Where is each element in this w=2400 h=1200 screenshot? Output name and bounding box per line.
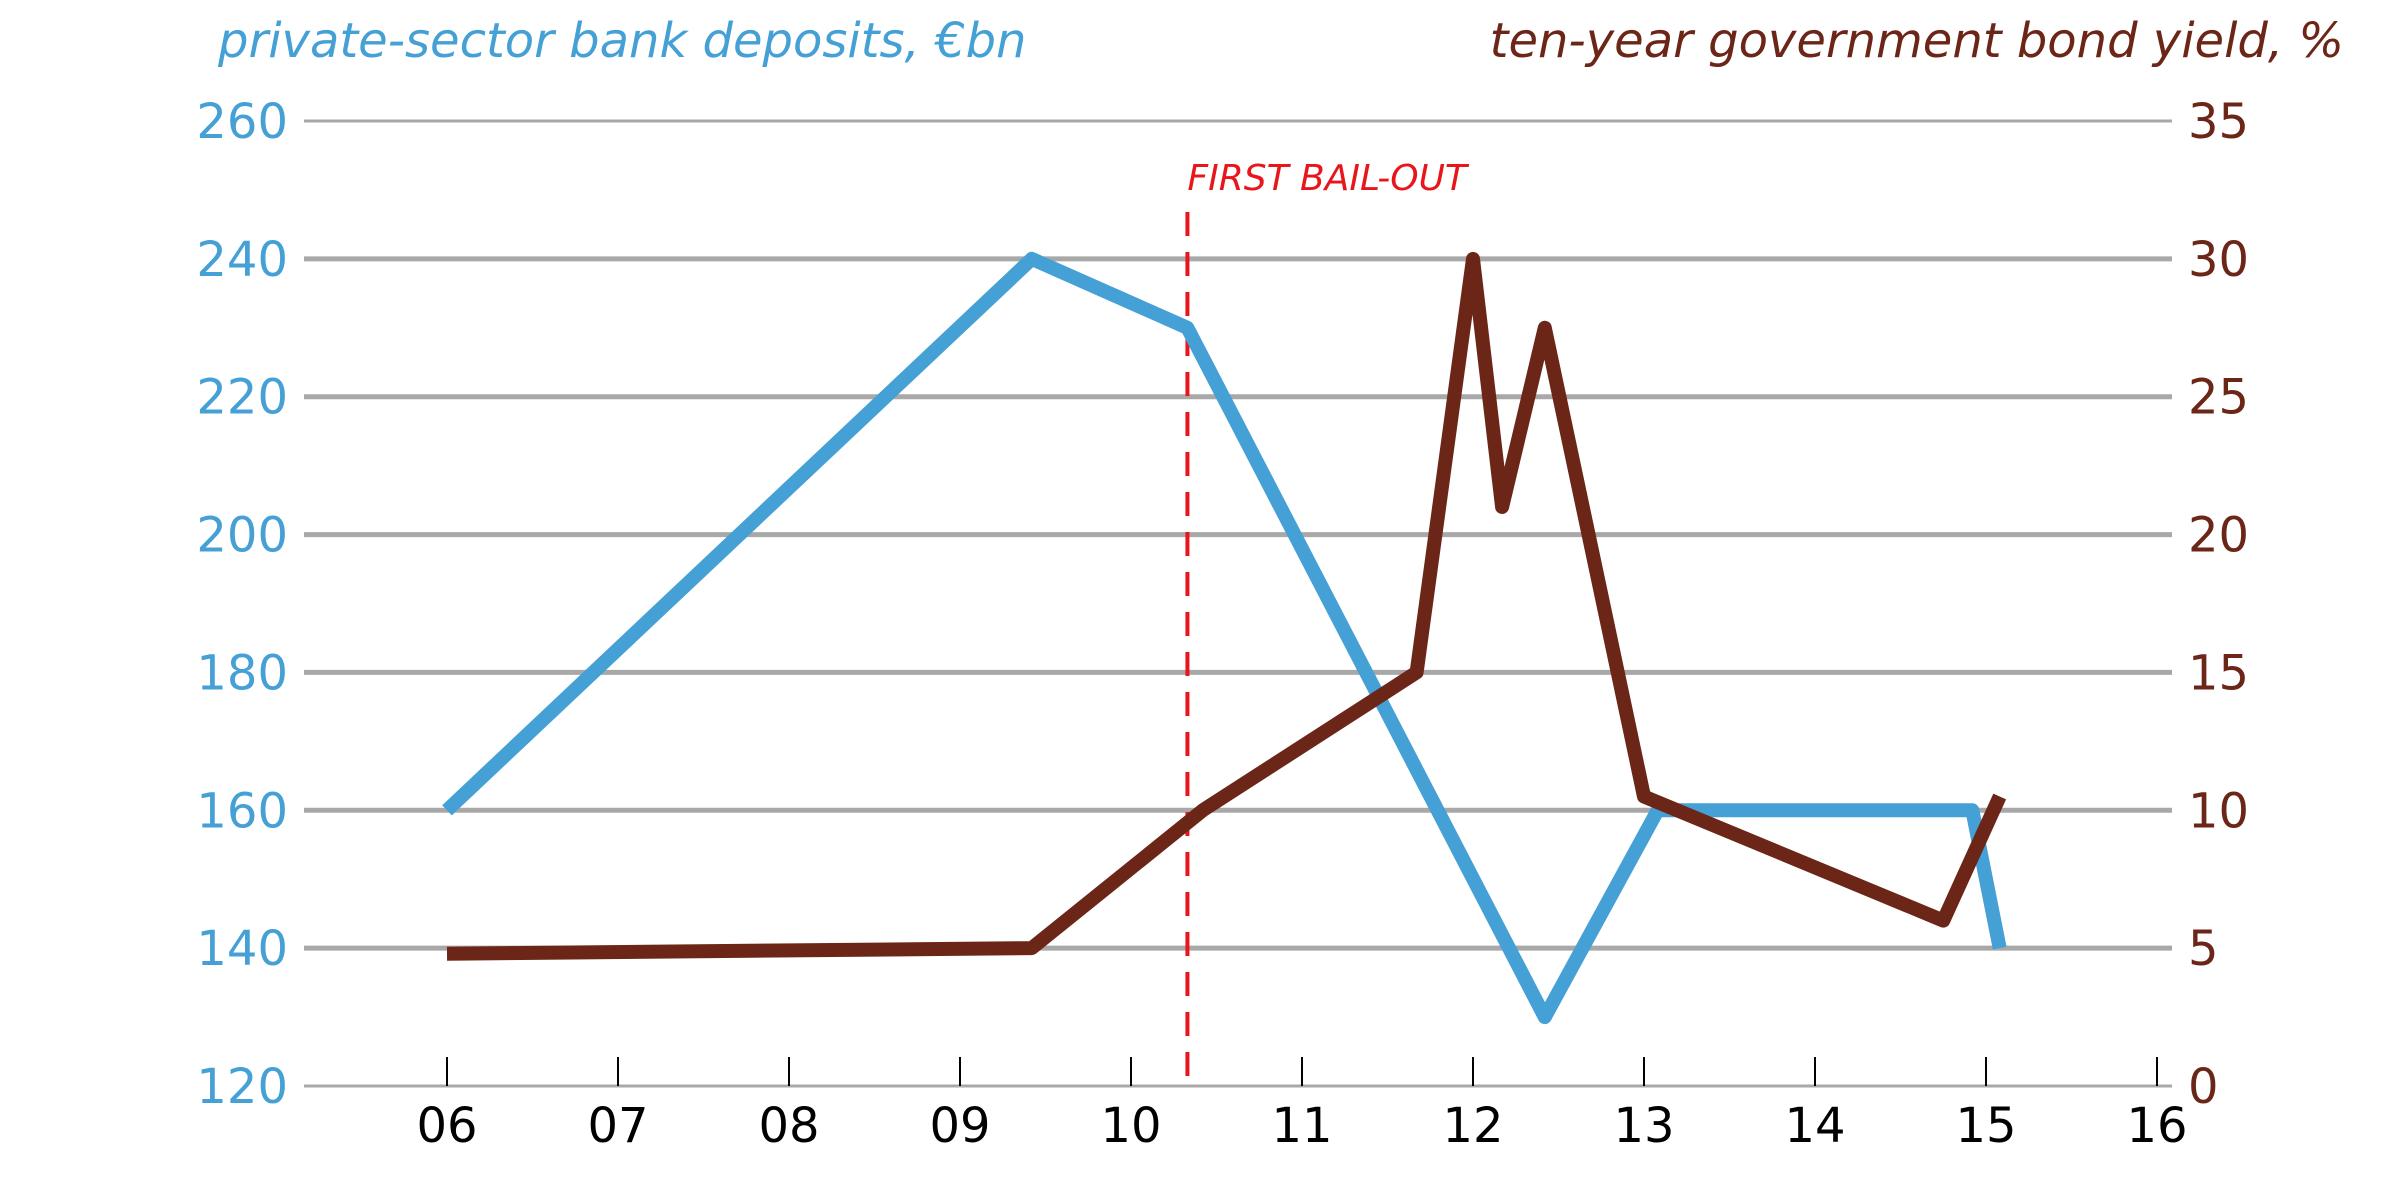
- x-tick-label: 16: [2126, 1098, 2187, 1154]
- left-tick-label: 240: [196, 232, 288, 288]
- x-axis: 06 07 08 09 10 11 12 13 14 15 16: [416, 1057, 2188, 1154]
- right-tick-label: 35: [2188, 94, 2249, 150]
- left-tick-label: 180: [196, 645, 288, 701]
- x-tick-label: 15: [1955, 1098, 2016, 1154]
- yield-line: [446, 251, 2007, 961]
- annotation-group: FIRST BAIL-OUT: [1185, 158, 1470, 1086]
- x-tick-label: 13: [1613, 1098, 1674, 1154]
- x-tick-label: 06: [416, 1098, 477, 1154]
- left-tick-label: 120: [196, 1059, 288, 1115]
- first-bailout-label: FIRST BAIL-OUT: [1187, 158, 1470, 199]
- left-axis-title: private-sector bank deposits, €bn: [217, 13, 1026, 69]
- x-tick-label: 09: [929, 1098, 990, 1154]
- left-tick-label: 140: [196, 921, 288, 977]
- x-tick-label: 11: [1271, 1098, 1332, 1154]
- right-tick-label: 30: [2188, 232, 2249, 288]
- deposits-line: [442, 251, 2007, 1025]
- right-axis-title: ten-year government bond yield, %: [1490, 13, 2344, 69]
- right-axis-ticks: 0 5 10 15 20 25 30 35: [2188, 94, 2249, 1115]
- series-lines: [442, 251, 2007, 1025]
- x-tick-label: 10: [1100, 1098, 1161, 1154]
- left-tick-label: 160: [196, 783, 288, 839]
- right-tick-label: 0: [2188, 1059, 2219, 1115]
- x-tick-label: 07: [587, 1098, 648, 1154]
- right-tick-label: 25: [2188, 370, 2249, 426]
- grid-lines: [304, 119, 2172, 1088]
- right-tick-label: 5: [2188, 921, 2219, 977]
- right-tick-label: 10: [2188, 783, 2249, 839]
- right-tick-label: 20: [2188, 508, 2249, 564]
- left-axis-ticks: 120 140 160 180 200 220 240 260: [196, 94, 288, 1115]
- right-tick-label: 15: [2188, 645, 2249, 701]
- left-tick-label: 260: [196, 94, 288, 150]
- left-tick-label: 200: [196, 508, 288, 564]
- x-tick-label: 12: [1442, 1098, 1503, 1154]
- x-tick-label: 08: [758, 1098, 819, 1154]
- left-tick-label: 220: [196, 370, 288, 426]
- x-tick-label: 14: [1784, 1098, 1845, 1154]
